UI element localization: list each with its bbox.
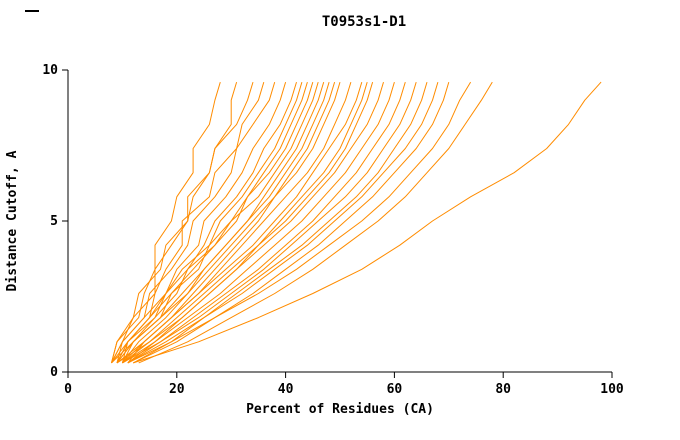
x-axis-label: Percent of Residues (CA) (246, 402, 434, 417)
model-curve (111, 81, 221, 364)
x-tick-label: 40 (278, 382, 294, 397)
model-curve (116, 81, 314, 364)
x-tick-label: 100 (600, 382, 624, 397)
model-curve (116, 81, 384, 364)
axis-tick-labels: 0 20 40 60 80 100 0 5 10 (42, 63, 624, 397)
model-curve (116, 81, 265, 364)
model-curve (111, 81, 303, 364)
model-curve (116, 81, 363, 364)
chart-title: T0953s1-D1 (322, 14, 406, 30)
model-curve (127, 81, 368, 364)
model-curves (111, 81, 602, 364)
y-tick-label: 5 (50, 214, 58, 229)
y-tick-label: 0 (50, 365, 58, 380)
model-curve (138, 81, 493, 364)
y-tick-label: 10 (42, 63, 58, 78)
model-curve (111, 81, 341, 364)
model-curve (122, 81, 417, 364)
x-tick-label: 0 (64, 382, 72, 397)
model-curve (116, 81, 238, 364)
y-axis-label: Distance Cutoff, A (5, 150, 20, 291)
model-curve (116, 81, 330, 364)
model-curve (127, 81, 406, 364)
axis-ticks (62, 69, 613, 378)
x-tick-label: 20 (169, 382, 185, 397)
model-curve (111, 81, 319, 364)
model-curve (111, 81, 254, 364)
model-curve (121, 81, 308, 364)
x-tick-label: 60 (387, 382, 403, 397)
x-tick-label: 80 (495, 382, 511, 397)
model-curve (133, 81, 602, 364)
model-curve (127, 81, 439, 364)
model-curve (122, 81, 395, 364)
model-curve (127, 81, 472, 364)
model-curve (122, 81, 374, 364)
